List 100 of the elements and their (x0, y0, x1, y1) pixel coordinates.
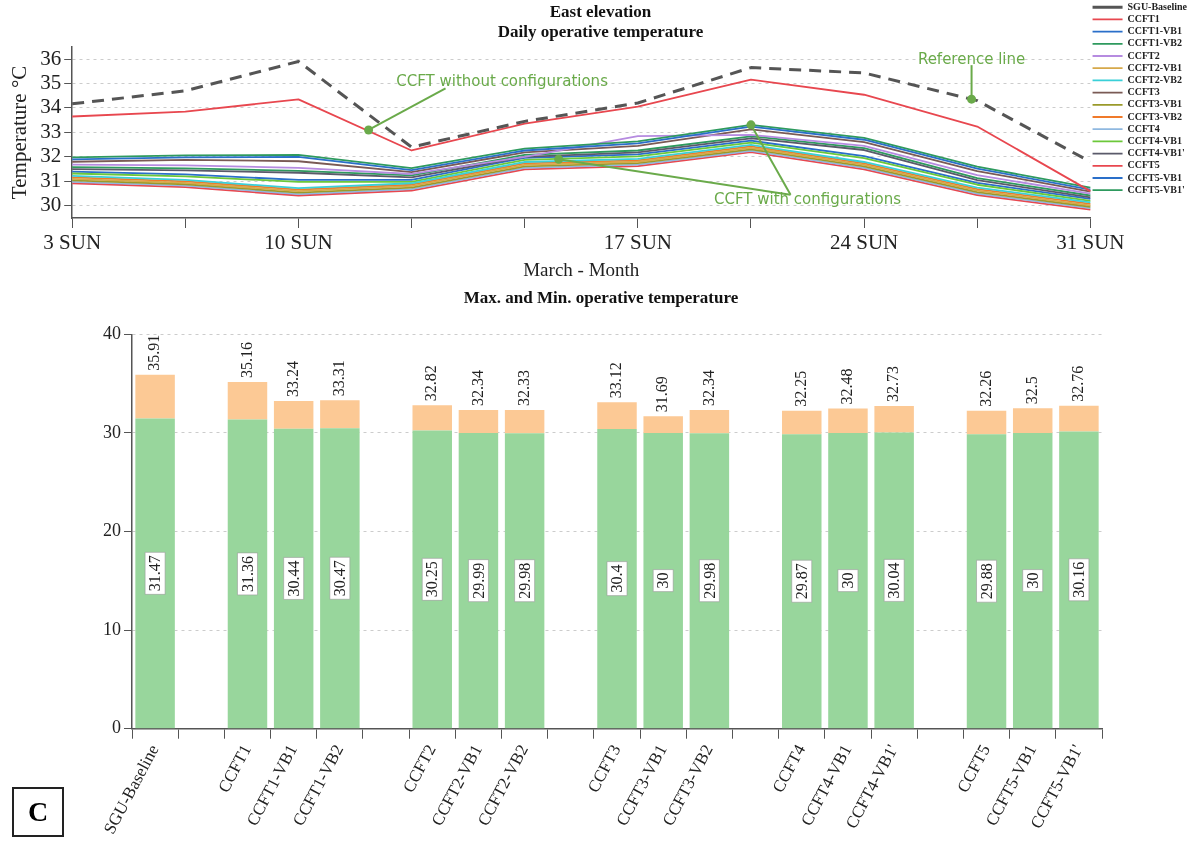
data-label: 31.36 (238, 555, 256, 592)
bar (273, 401, 314, 429)
bar (135, 418, 175, 729)
y-tick-label: 30 (40, 192, 62, 217)
bar (828, 408, 868, 433)
data-label: 29.98 (700, 562, 718, 599)
bar (504, 410, 545, 434)
text: C (12, 787, 64, 837)
data-label: 30 (654, 572, 672, 589)
data-label: 30.47 (331, 560, 349, 597)
total-label: 35.16 (237, 342, 255, 379)
data-label: 31.47 (146, 555, 164, 592)
data-label: 30.25 (423, 561, 441, 598)
total-label: 33.24 (283, 361, 301, 398)
data-label: 30 (839, 572, 857, 589)
y-tick-label: 34 (40, 94, 62, 119)
bar (320, 400, 360, 429)
data-label: 30.44 (284, 560, 302, 597)
y-tick-label: 20 (103, 520, 121, 541)
bar (412, 405, 452, 431)
x-axis-title: March - Month (523, 258, 640, 280)
data-label: 29.99 (469, 562, 487, 599)
annotation: Reference line (917, 50, 1026, 69)
legend-label: CCFT5-VB1 (1127, 171, 1182, 183)
total-label: 33.31 (330, 360, 348, 397)
bar (966, 434, 1007, 729)
total-label: 31.69 (653, 376, 671, 413)
legend-label: CCFT4-VB1 (1127, 134, 1182, 146)
annotation: CCFT with configurations (713, 189, 902, 208)
total-label: 32.48 (838, 368, 856, 405)
bar (828, 432, 868, 729)
chart-subtitle: Daily operative temperature (497, 21, 704, 41)
total-label: 32.5 (1022, 376, 1040, 405)
y-tick-label: 0 (112, 717, 121, 738)
x-tick-label: 31 SUN (1056, 230, 1125, 255)
total-label: 32.73 (884, 366, 902, 403)
data-label: 30.4 (608, 564, 626, 593)
legend-label: CCFT1 (1127, 12, 1160, 24)
legend-label: CCFT3 (1127, 86, 1160, 98)
bar (782, 410, 822, 435)
bar (874, 406, 914, 433)
legend-label: CCFT2-VB2 (1127, 73, 1182, 85)
data-label: 30 (1023, 572, 1041, 589)
bar (1012, 432, 1053, 729)
data-label: 29.87 (792, 563, 810, 600)
y-tick-label: 40 (103, 323, 121, 344)
bar (227, 419, 268, 729)
total-label: 32.82 (422, 365, 440, 402)
total-label: 32.26 (976, 370, 994, 407)
chart-title: Max. and Min. operative temperature (463, 287, 739, 307)
bar (273, 428, 314, 729)
bar (227, 382, 268, 420)
bar (643, 432, 683, 729)
bar (966, 410, 1007, 435)
chart-title: East elevation (549, 1, 652, 21)
total-label: 32.76 (1069, 365, 1087, 402)
y-tick-label: 36 (40, 45, 62, 70)
y-tick-label: 32 (40, 143, 62, 168)
bar (1012, 408, 1053, 433)
annotation: CCFT without configurations (396, 72, 609, 91)
total-label: 33.12 (607, 362, 625, 399)
total-label: 32.34 (468, 369, 486, 406)
bar (320, 428, 360, 729)
data-label: 29.88 (977, 563, 995, 600)
y-tick-label: 33 (40, 118, 62, 143)
data-label: 30.04 (885, 562, 903, 599)
legend-label: CCFT5-VB1' (1127, 183, 1185, 195)
legend-label: CCFT1-VB2 (1127, 37, 1182, 49)
legend-label: CCFT3-VB2 (1127, 110, 1182, 122)
x-tick-label: 17 SUN (603, 230, 672, 255)
y-tick-label: 30 (103, 421, 121, 442)
bar (874, 432, 914, 729)
total-label: 32.33 (514, 370, 532, 407)
bar (597, 402, 637, 430)
y-axis-title: Temperature °C (7, 65, 32, 200)
bar (689, 433, 730, 729)
total-label: 32.34 (699, 369, 717, 406)
legend-label: CCFT5 (1127, 159, 1160, 171)
bar (458, 409, 499, 434)
data-label: 30.16 (1070, 561, 1088, 598)
legend-label: CCFT2-VB1 (1127, 61, 1182, 73)
legend-label: CCFT2 (1127, 49, 1160, 61)
bar (1059, 431, 1099, 729)
data-label: 29.98 (515, 562, 533, 599)
bar (504, 433, 545, 729)
bar (458, 433, 499, 729)
bar (689, 409, 730, 434)
bar (135, 374, 175, 419)
y-tick-label: 10 (103, 618, 121, 639)
legend-label: CCFT4 (1127, 122, 1160, 134)
total-label: 32.25 (791, 370, 809, 407)
y-tick-label: 31 (40, 167, 62, 192)
bar (643, 416, 683, 433)
x-tick-label: 3 SUN (43, 230, 102, 255)
x-tick-label: 24 SUN (829, 230, 899, 255)
bar (412, 430, 452, 729)
total-label: 35.91 (145, 334, 163, 371)
legend-label: CCFT4-VB1' (1127, 147, 1185, 159)
bar (597, 429, 637, 729)
bar (1059, 405, 1099, 432)
